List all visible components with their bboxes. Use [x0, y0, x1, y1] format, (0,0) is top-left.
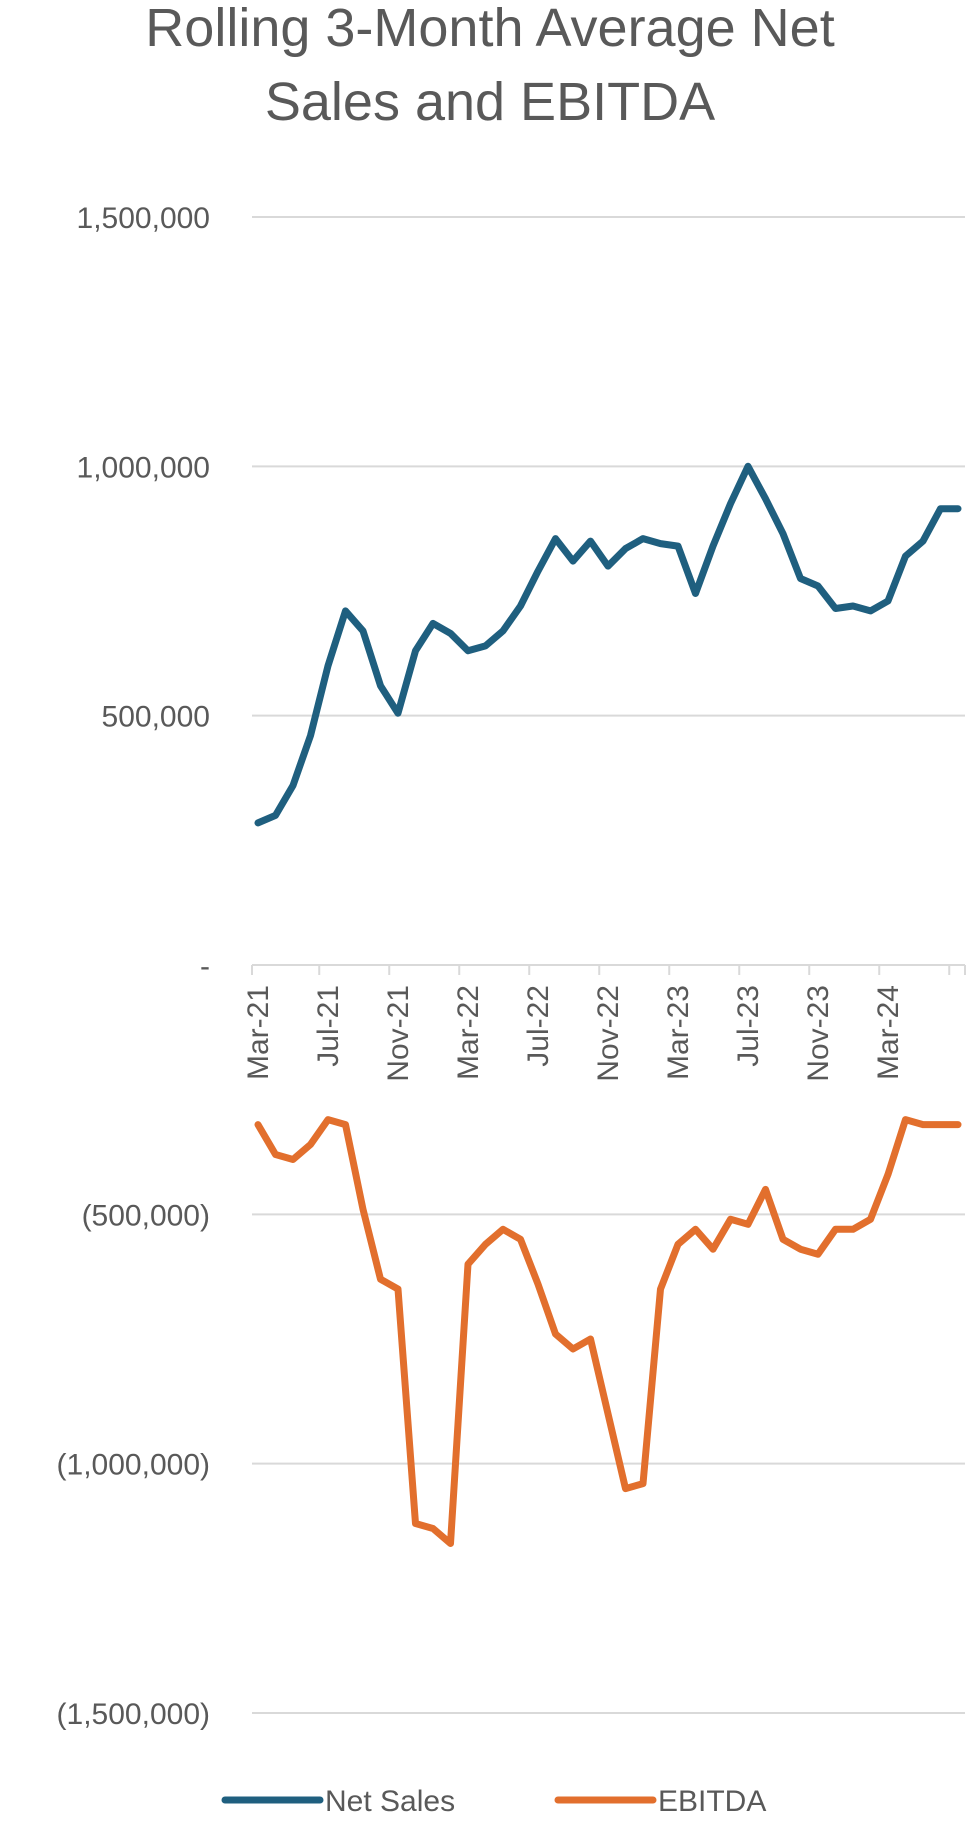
x-tick-label: Mar-23 — [662, 985, 695, 1080]
y-tick-label: 1,000,000 — [77, 451, 210, 484]
y-tick-label: (1,500,000) — [57, 1698, 210, 1731]
x-tick-label: Nov-21 — [382, 985, 415, 1082]
chart-title-line-2: Sales and EBITDA — [265, 72, 715, 132]
x-tick-label: Mar-24 — [872, 985, 905, 1080]
y-tick-label: 500,000 — [102, 701, 210, 734]
y-axis-tick-labels: 1,500,000 1,000,000 500,000 - (500,000) (1,00… — [57, 202, 210, 1731]
chart-title-line-1: Rolling 3-Month Average Net — [145, 0, 834, 58]
y-tick-label: (500,000) — [82, 1199, 210, 1232]
y-tick-label: (1,000,000) — [57, 1449, 210, 1482]
series-line-net-sales — [254, 462, 962, 827]
x-axis-tick-labels: Mar-21 Jul-21 Nov-21 Mar-22 Jul-22 Nov-22 Mar-… — [242, 985, 905, 1082]
legend-label: Net Sales — [325, 1785, 455, 1818]
x-tick-label: Jul-23 — [732, 985, 765, 1067]
chart-title: Rolling 3-Month Average Net Sales and EB… — [145, 0, 834, 132]
legend: Net Sales EBITDA — [221, 1785, 766, 1818]
y-tick-label: - — [200, 950, 210, 983]
legend-label: EBITDA — [658, 1785, 766, 1818]
x-tick-label: Jul-22 — [522, 985, 555, 1067]
x-tick-label: Jul-21 — [312, 985, 345, 1067]
x-axis — [251, 964, 966, 975]
x-tick-label: Nov-23 — [802, 985, 835, 1082]
gridlines — [252, 216, 965, 1714]
x-tick-label: Mar-22 — [452, 985, 485, 1080]
y-tick-label: 1,500,000 — [77, 202, 210, 235]
x-tick-label: Nov-22 — [592, 985, 625, 1082]
x-tick-label: Mar-21 — [242, 985, 275, 1080]
series-lines — [254, 462, 962, 1547]
series-line-ebitda — [254, 1116, 962, 1547]
